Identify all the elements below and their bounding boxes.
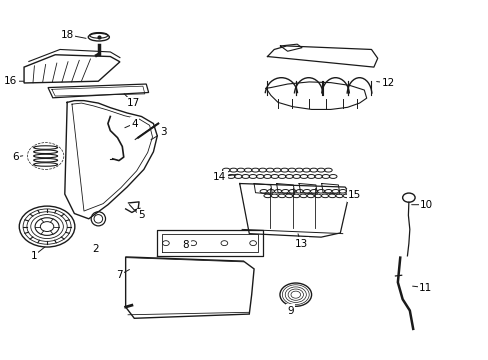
Text: 5: 5 — [138, 210, 144, 220]
Text: 11: 11 — [418, 283, 431, 293]
Text: 3: 3 — [160, 127, 166, 138]
Text: 12: 12 — [381, 78, 394, 88]
Text: 14: 14 — [212, 172, 226, 182]
Text: 18: 18 — [61, 30, 74, 40]
Text: 4: 4 — [131, 118, 137, 129]
Text: 8: 8 — [183, 240, 189, 250]
Text: 15: 15 — [347, 190, 361, 200]
Text: 9: 9 — [286, 306, 293, 315]
Text: 2: 2 — [92, 244, 99, 254]
Text: 7: 7 — [115, 270, 122, 280]
Text: 10: 10 — [419, 200, 432, 210]
Text: 6: 6 — [12, 152, 19, 162]
Text: 17: 17 — [126, 98, 140, 108]
Text: 13: 13 — [294, 239, 307, 248]
Text: 16: 16 — [4, 76, 17, 86]
Text: 1: 1 — [30, 251, 37, 261]
